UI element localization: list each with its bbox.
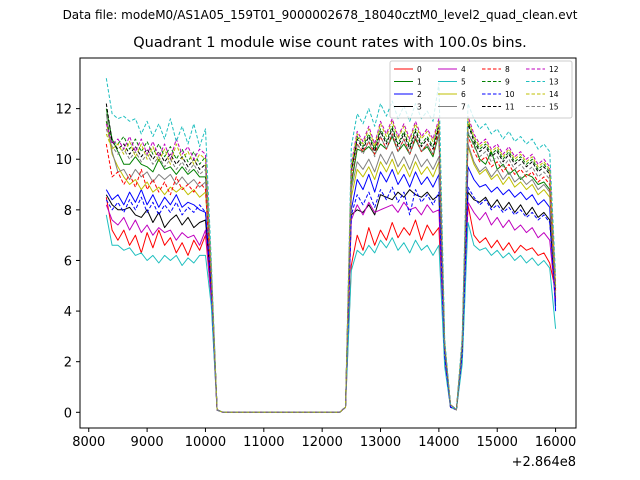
y-tick-label: 10 [55, 153, 72, 168]
chart-title: Quadrant 1 module wise count rates with … [133, 35, 527, 51]
legend-label: 9 [505, 78, 510, 87]
x-tick-label: 11000 [243, 435, 284, 450]
plot-frame [79, 57, 577, 429]
y-tick-label: 4 [64, 305, 72, 320]
legend-label: 0 [417, 65, 422, 74]
series-line-4 [105, 201, 557, 413]
legend-label: 8 [505, 65, 510, 74]
legend-label: 11 [505, 103, 515, 112]
series-line-15 [105, 128, 557, 413]
series-line-10 [105, 186, 557, 413]
legend-label: 7 [461, 103, 466, 112]
series-line-5 [105, 214, 557, 413]
y-tick-label: 6 [64, 254, 72, 269]
y-tick-label: 0 [64, 406, 72, 421]
legend-label: 6 [461, 90, 466, 99]
legend-box [389, 60, 573, 119]
series-line-3 [105, 189, 557, 413]
legend-label: 3 [417, 103, 422, 112]
series-line-12 [105, 115, 557, 413]
suptitle: Data file: modeM0/AS1A05_159T01_90000026… [62, 8, 578, 22]
x-tick-label: 16000 [535, 435, 576, 450]
x-tick-label: 12000 [301, 435, 342, 450]
y-tick-label: 12 [55, 103, 72, 118]
legend-label: 15 [549, 103, 559, 112]
legend-label: 12 [549, 65, 559, 74]
legend-label: 10 [505, 90, 515, 99]
plot-area [105, 78, 557, 413]
y-axis: 0 2 4 6 8 10 12 [55, 103, 80, 421]
legend-label: 14 [549, 90, 559, 99]
x-tick-label: 15000 [477, 435, 518, 450]
legend-label: 5 [461, 78, 466, 87]
x-axis: 8000 9000 10000 11000 12000 13000 14000 15000 16… [72, 428, 576, 450]
x-tick-label: 14000 [418, 435, 459, 450]
x-tick-label: 10000 [185, 435, 226, 450]
legend-label: 1 [417, 78, 422, 87]
x-offset-label: +2.864e8 [512, 455, 576, 470]
y-tick-label: 8 [64, 204, 72, 219]
x-tick-label: 13000 [360, 435, 401, 450]
series-line-14 [105, 118, 557, 413]
y-tick-label: 2 [64, 356, 72, 371]
x-tick-label: 9000 [131, 435, 164, 450]
series-line-0 [105, 197, 557, 413]
legend-label: 13 [549, 78, 559, 87]
legend-label: 2 [417, 90, 422, 99]
x-tick-label: 8000 [72, 435, 105, 450]
legend-label: 4 [461, 65, 466, 74]
